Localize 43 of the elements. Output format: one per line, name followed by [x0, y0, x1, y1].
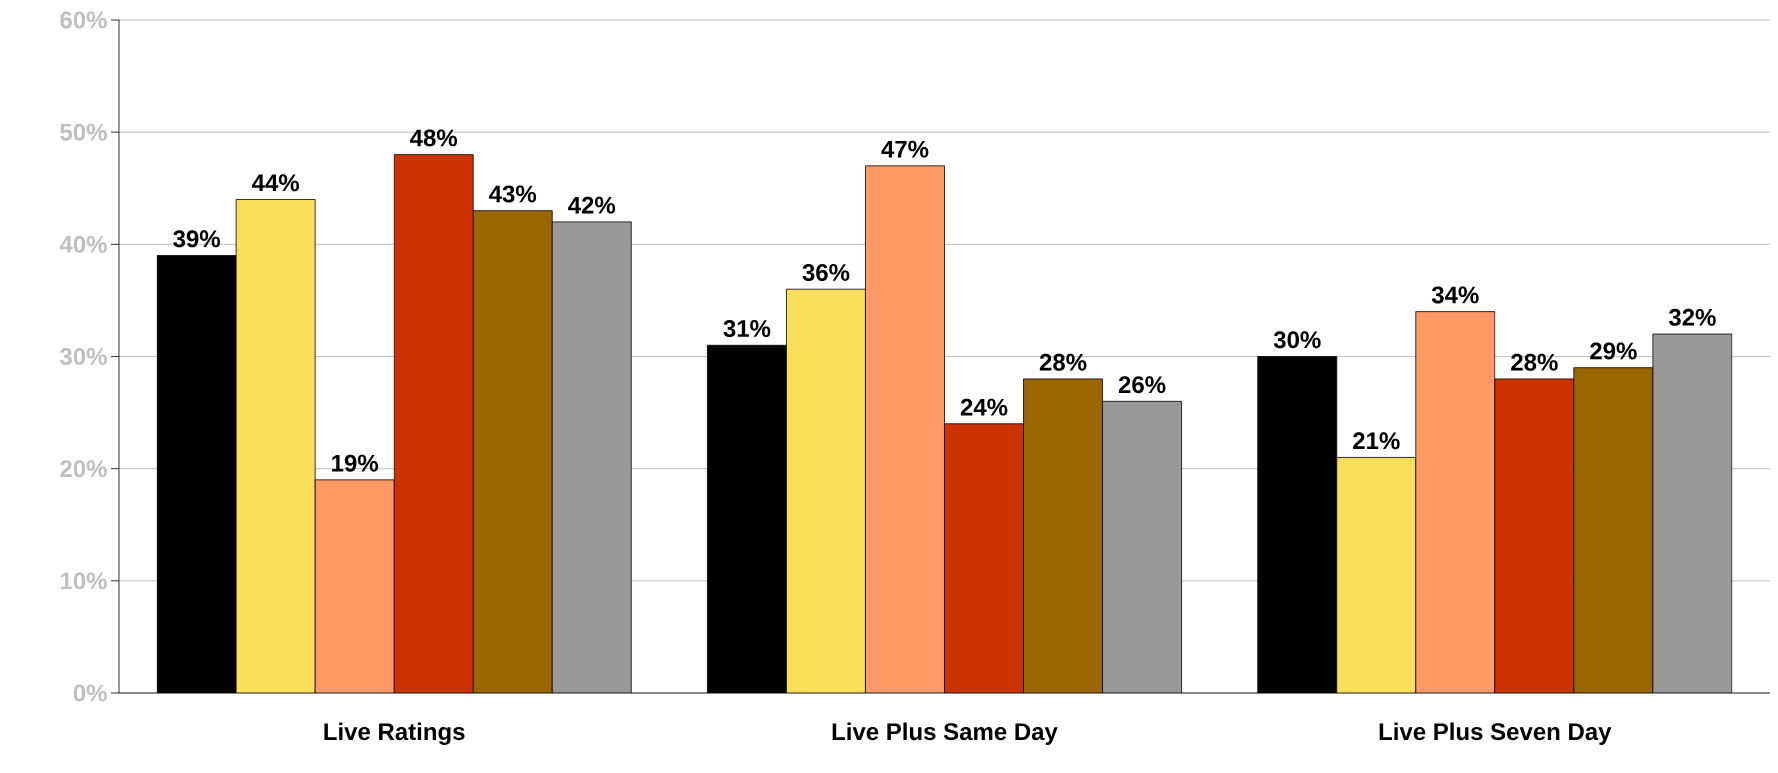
data-label: 32% [1668, 308, 1716, 326]
bar [552, 221, 632, 693]
y-tick-label: 40% [59, 235, 107, 253]
bar [1573, 367, 1654, 693]
bar [1494, 378, 1575, 693]
data-label: 44% [251, 174, 300, 192]
data-label: 48% [410, 129, 458, 147]
data-label: 42% [568, 196, 616, 214]
bar [315, 479, 395, 693]
bar [394, 154, 474, 693]
x-tick-label: Live Ratings [324, 722, 465, 745]
y-tick-label: 50% [60, 123, 107, 141]
bar [236, 199, 316, 693]
bar [473, 210, 553, 693]
bar [1023, 378, 1103, 693]
data-label: 31% [723, 320, 771, 338]
data-label: 36% [802, 263, 850, 281]
data-label: 34% [1431, 286, 1479, 304]
bar [944, 423, 1024, 693]
data-label: 30% [1273, 331, 1321, 349]
data-label: 43% [489, 185, 537, 203]
y-tick-label: 60% [60, 11, 107, 29]
bar [1336, 457, 1417, 693]
data-label: 24% [960, 398, 1008, 416]
data-label: 47% [881, 140, 929, 158]
x-tick-label: Live Plus Seven Day [1379, 722, 1612, 745]
bar [1102, 401, 1182, 693]
y-tick-label: 10% [60, 572, 107, 590]
bar [786, 289, 866, 693]
y-tick-label: 30% [59, 347, 107, 365]
y-tick-label: 20% [60, 460, 107, 478]
bar [1415, 311, 1496, 693]
x-tick-label: Live Plus Same Day [832, 722, 1058, 745]
data-label: 28% [1511, 353, 1558, 371]
data-label: 29% [1590, 342, 1637, 360]
data-label: 21% [1353, 432, 1400, 450]
y-tick-label: 0% [73, 684, 107, 702]
data-label: 26% [1118, 376, 1166, 394]
bar [1652, 333, 1733, 693]
data-label: 19% [332, 454, 379, 472]
data-label: 28% [1039, 353, 1087, 371]
data-label: 39% [173, 230, 220, 248]
bar [865, 165, 945, 693]
